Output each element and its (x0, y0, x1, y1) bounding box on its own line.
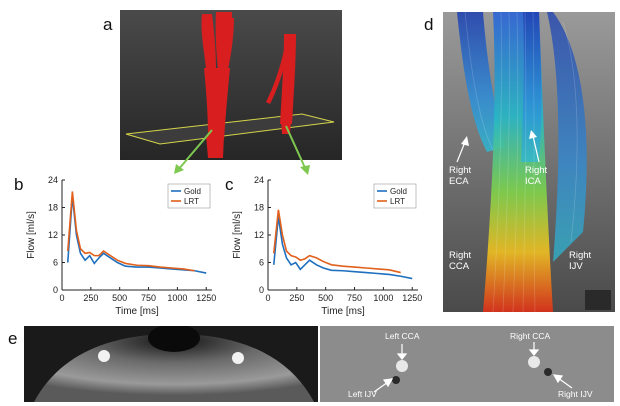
x-tick-label: 250 (83, 293, 98, 303)
x-tick-label: 1250 (402, 293, 422, 303)
label-right-ijv-line2: IJV (569, 261, 583, 272)
series-gold-line (272, 216, 413, 280)
panel-label-a: a (103, 15, 113, 34)
y-tick-label: 0 (259, 285, 264, 295)
phase-image (320, 326, 614, 402)
phase-right-ijv (544, 368, 552, 376)
chart-c: 0 250 500 750 1000 1250 0 6 12 18 24 Time [ms] Flow … (232, 175, 422, 316)
legend-label: LRT (184, 197, 199, 206)
x-tick-label: 750 (347, 293, 362, 303)
left-cca-bright (98, 350, 110, 362)
label-right-eca-line1: Right (449, 165, 472, 176)
x-tick-label: 500 (112, 293, 127, 303)
arrow-ica (532, 135, 540, 163)
x-tick-label: 750 (141, 293, 156, 303)
label-right-eca: Right ECA (449, 165, 471, 187)
x-tick-label: 500 (318, 293, 333, 303)
eca-streamlines (457, 12, 505, 152)
label-right-ijv: Right IJV (569, 250, 591, 272)
x-tick-label: 1250 (196, 293, 216, 303)
panel-label-c: c (225, 175, 234, 194)
x-tick-label: 1000 (167, 293, 187, 303)
label-right-cca-e: Right CCA (510, 331, 551, 341)
panel-a-render (120, 10, 342, 160)
panel-d-arrows (456, 130, 540, 163)
left-vessel-tree (201, 12, 234, 158)
panel-label-e: e (8, 329, 18, 348)
x-tick-label: 0 (265, 293, 270, 303)
panel-e-arrows (373, 342, 573, 393)
phase-left-cca (396, 360, 408, 372)
arrow-eca (456, 141, 466, 163)
legend-label: Gold (390, 187, 407, 196)
arrowhead-b (174, 164, 184, 174)
right-cca-bright (232, 352, 244, 364)
streamline-texture (464, 12, 578, 312)
panel-d-render (443, 12, 615, 312)
label-right-cca-line2: CCA (449, 261, 470, 272)
arrowhead-ica (529, 130, 537, 139)
label-left-ijv: Left IJV (348, 389, 377, 399)
label-right-eca-line2: ECA (449, 176, 469, 187)
panel-label-b: b (14, 175, 24, 194)
y-axis-label: Flow [ml/s] (232, 211, 243, 259)
label-left-cca: Left CCA (385, 331, 420, 341)
y-tick-label: 6 (259, 258, 264, 268)
label-right-cca: Right CCA (449, 250, 471, 272)
x-tick-label: 1000 (373, 293, 393, 303)
arrowhead-c (300, 165, 310, 175)
corner-block (585, 290, 611, 310)
label-right-ica: Right ICA (525, 165, 547, 187)
x-axis-label: Time [ms] (321, 306, 365, 316)
arrow-to-c (285, 125, 307, 171)
x-tick-label: 250 (289, 293, 304, 303)
y-tick-label: 24 (48, 175, 58, 185)
phase-right-cca (528, 356, 540, 368)
label-right-ica-line2: ICA (525, 176, 541, 187)
y-tick-label: 24 (254, 175, 264, 185)
airway (148, 326, 200, 352)
legend-label: Gold (184, 187, 201, 196)
y-tick-label: 6 (53, 258, 58, 268)
phase-left-ijv (392, 376, 400, 384)
series-lrt-line (66, 191, 195, 272)
panel-label-d: d (424, 15, 434, 34)
y-tick-label: 12 (48, 230, 58, 240)
x-axis-label: Time [ms] (115, 306, 159, 316)
x-tick-label: 0 (59, 293, 64, 303)
series-lrt-line (272, 209, 401, 274)
ica-streamlines (521, 12, 542, 162)
arrow-to-b (177, 129, 213, 171)
arrowhead-eca (461, 136, 469, 146)
chart-b: 0 250 500 750 1000 1250 0 6 12 18 24 Time [ms] Flow … (26, 175, 216, 316)
panel-e-images (24, 326, 614, 402)
series-gold-line (66, 195, 207, 274)
y-tick-label: 12 (254, 230, 264, 240)
label-right-ica-line1: Right (525, 165, 548, 176)
legend-box (373, 183, 417, 209)
label-right-ijv-e: Right IJV (558, 389, 593, 399)
connector-arrows (174, 125, 310, 175)
y-tick-label: 0 (53, 285, 58, 295)
label-right-ijv-line1: Right (569, 250, 592, 261)
legend-box (167, 183, 211, 209)
label-right-cca-line1: Right (449, 250, 472, 261)
y-axis-label: Flow [ml/s] (26, 211, 37, 259)
y-tick-label: 18 (48, 203, 58, 213)
y-tick-label: 18 (254, 203, 264, 213)
ijv-streamlines (547, 12, 587, 262)
legend-label: LRT (390, 197, 405, 206)
